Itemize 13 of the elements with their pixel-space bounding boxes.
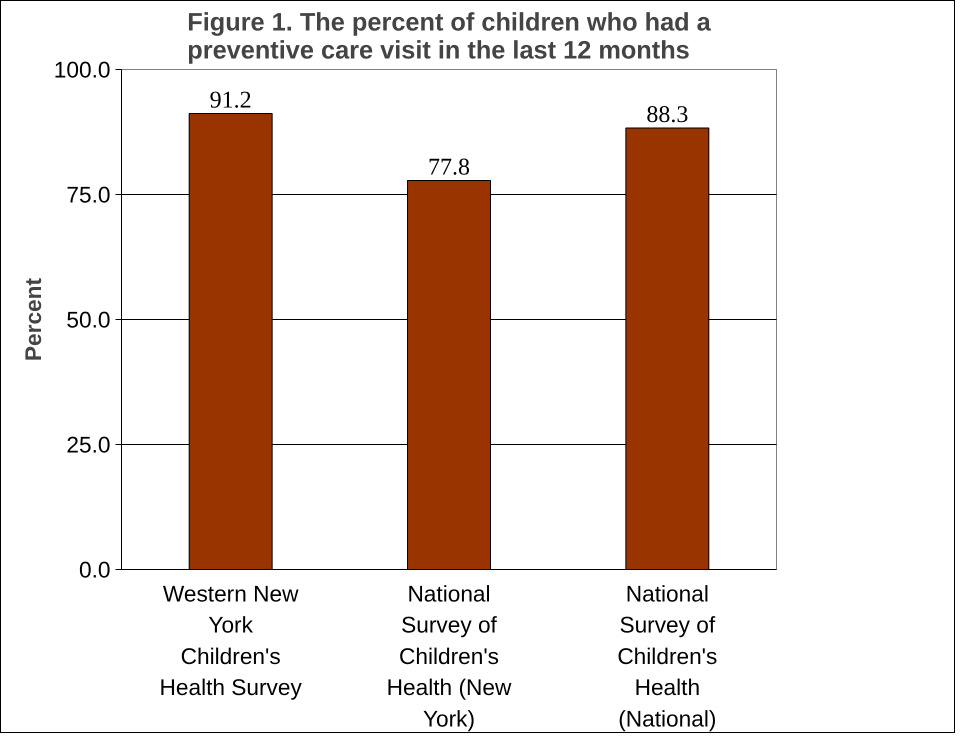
- data-label: 91.2: [210, 88, 252, 114]
- x-tick-label: Western New York Children's Health Survey: [160, 580, 302, 700]
- y-tick-label: 0.0: [79, 556, 111, 582]
- x-tick-label: National Survey of Children's Health (National): [617, 580, 718, 732]
- data-label: 88.3: [646, 102, 688, 128]
- y-tick-label: 50.0: [66, 306, 111, 332]
- x-tick-label: National Survey of Children's Health (New York): [386, 580, 512, 732]
- data-label: 77.8: [428, 154, 470, 180]
- y-tick-label: 25.0: [66, 432, 111, 458]
- y-tick-label: 100.0: [54, 56, 111, 82]
- chart-title: Figure 1. The percent of children who had a preventive care visit in the last 12 months: [187, 8, 712, 64]
- y-axis-title: Percent: [20, 277, 46, 362]
- y-tick-label: 75.0: [66, 182, 111, 208]
